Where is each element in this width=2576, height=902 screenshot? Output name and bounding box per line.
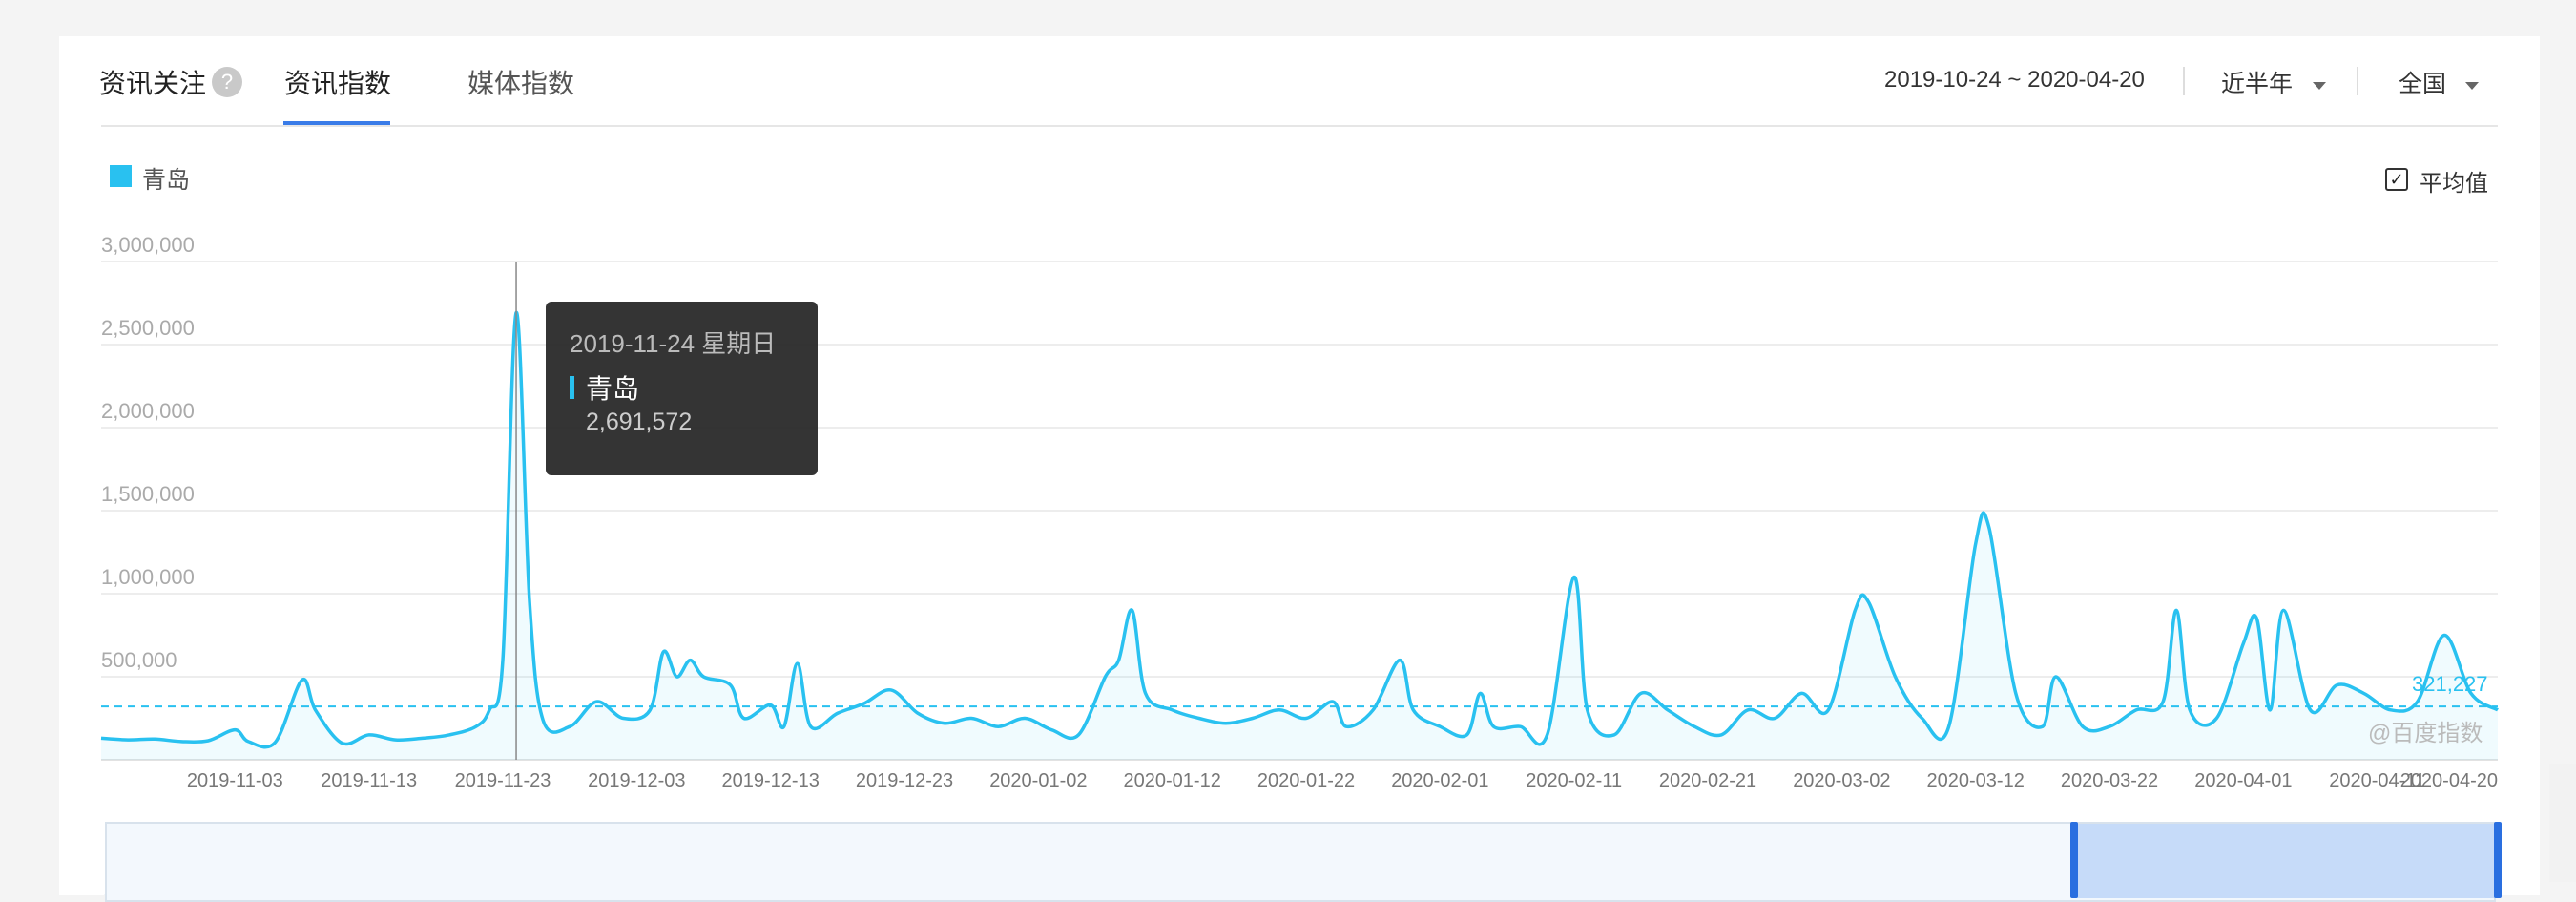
area-fill	[101, 312, 2498, 760]
x-tick-label: 2019-12-23	[856, 770, 953, 791]
chevron-down-icon[interactable]	[2465, 82, 2479, 90]
navigator-left-handle[interactable]	[2070, 822, 2078, 898]
x-tick-label: 2020-03-22	[2061, 770, 2158, 791]
y-tick-label: 2,000,000	[101, 399, 195, 423]
chevron-down-icon[interactable]	[2313, 82, 2326, 90]
x-tick-label: 2020-04-01	[2194, 770, 2292, 791]
date-range[interactable]: 2019-10-24 ~ 2020-04-20	[1884, 67, 2145, 93]
section-title: 资讯关注	[99, 69, 207, 98]
x-tick-label: 2020-01-12	[1124, 770, 1221, 791]
legend-swatch	[110, 165, 132, 187]
x-tick-label: 2020-01-02	[989, 770, 1087, 791]
tab-news-index[interactable]: 资讯指数	[284, 69, 392, 98]
header-bar: 资讯关注 ? 资讯指数 媒体指数 2019-10-24 ~ 2020-04-20…	[59, 36, 2540, 127]
period-select[interactable]: 近半年	[2221, 71, 2294, 97]
y-tick-label: 1,500,000	[101, 482, 195, 506]
tab-media-index[interactable]: 媒体指数	[467, 69, 575, 98]
average-label[interactable]: 平均值	[2420, 171, 2488, 197]
divider	[2183, 67, 2185, 95]
x-tick-label: 2019-11-03	[187, 770, 283, 791]
y-tick-label: 1,000,000	[101, 565, 195, 589]
news-index-card: 资讯关注 ? 资讯指数 媒体指数 2019-10-24 ~ 2020-04-20…	[59, 36, 2540, 902]
x-tick-label: 2019-11-23	[455, 770, 551, 791]
tooltip-series-marker	[570, 376, 574, 399]
active-tab-indicator	[283, 121, 390, 125]
region-select[interactable]: 全国	[2399, 71, 2447, 97]
x-tick-label: 2019-12-03	[588, 770, 685, 791]
legend-label[interactable]: 青岛	[142, 167, 191, 194]
side-toolbar[interactable]	[2549, 764, 2576, 882]
series-line	[100, 310, 2499, 749]
x-tick-label: 2020-04-11	[2329, 770, 2425, 791]
tooltip-series-name: 青岛	[586, 374, 640, 404]
x-tick-label: 2020-03-02	[1793, 770, 1890, 791]
navigator-right-handle[interactable]	[2494, 822, 2502, 898]
y-tick-label: 3,000,000	[101, 233, 195, 257]
header-divider	[101, 125, 2498, 127]
help-icon[interactable]: ?	[212, 67, 242, 97]
tooltip-date: 2019-11-24 星期日	[570, 329, 777, 358]
x-tick-label: 2020-02-21	[1659, 770, 1756, 791]
x-tick-label: 2020-01-22	[1257, 770, 1355, 791]
navigator-selection[interactable]	[2074, 824, 2500, 898]
divider	[2357, 67, 2358, 95]
x-tick-label: 2020-02-11	[1526, 770, 1622, 791]
y-tick-label: 500,000	[101, 648, 177, 672]
x-tick-label: 2020-03-12	[1927, 770, 2025, 791]
line-chart: 3,000,000 2,500,000 2,000,000 1,500,000 1,00…	[100, 233, 2499, 895]
average-value-label: 321,227	[2412, 672, 2488, 696]
average-checkbox[interactable]: ✓	[2385, 168, 2408, 191]
x-tick-label: 2020-02-01	[1391, 770, 1488, 791]
chart-tooltip: 2019-11-24 星期日 青岛 2,691,572	[546, 302, 818, 475]
watermark: @百度指数	[2368, 721, 2483, 746]
tooltip-value: 2,691,572	[586, 409, 693, 435]
x-tick-label: 2020-04-20	[2400, 770, 2498, 791]
y-tick-label: 2,500,000	[101, 316, 195, 340]
x-tick-label: 2019-12-13	[722, 770, 820, 791]
x-tick-label: 2019-11-13	[321, 770, 417, 791]
